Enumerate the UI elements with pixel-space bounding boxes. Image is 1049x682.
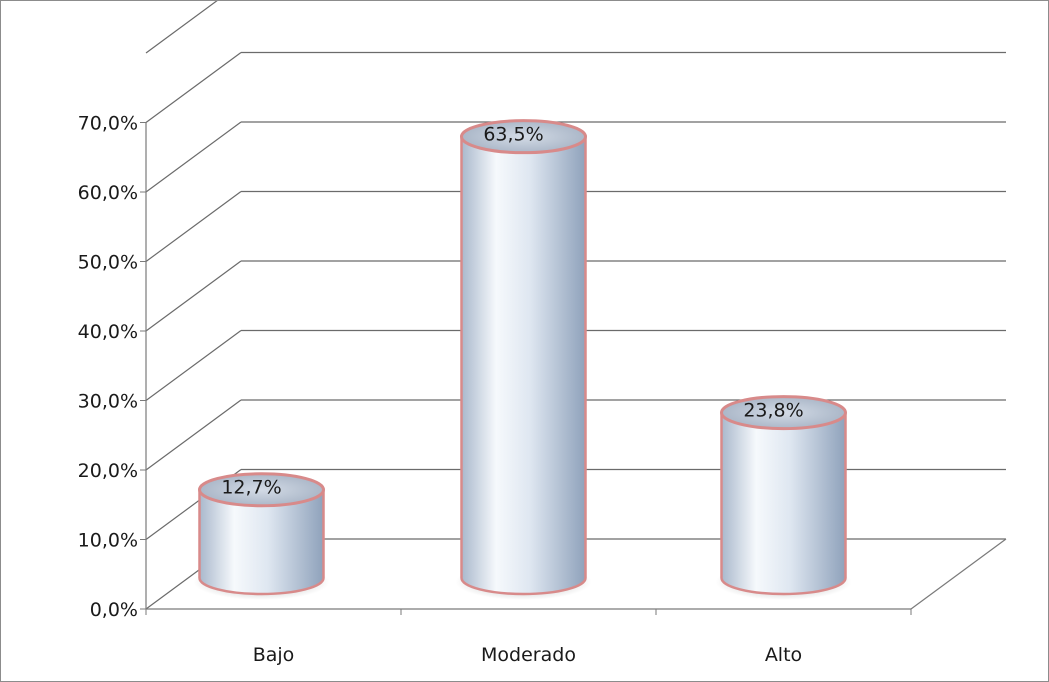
gridline-diagonal [145, 399, 242, 471]
bar-cylinder [715, 395, 852, 600]
axes [145, 122, 1007, 615]
y-tick-label: 30,0% [78, 391, 138, 413]
data-label: 63,5% [483, 124, 543, 146]
gridline-diagonal [145, 260, 242, 332]
x-axis-categories: Bajo Moderado Alto [253, 644, 802, 666]
bar-top [198, 472, 325, 508]
bar-cylinder [193, 472, 330, 600]
gridline-diagonal [145, 52, 242, 123]
y-tick-label: 0,0% [90, 599, 138, 621]
bar-top [460, 119, 587, 155]
y-tick-label: 20,0% [78, 460, 138, 482]
gridline-diagonal [145, 121, 242, 193]
gridline-diagonal [145, 191, 242, 262]
bar-body [460, 135, 587, 596]
y-tick-label: 60,0% [78, 182, 138, 204]
bar-body [198, 488, 325, 596]
bar-body [720, 411, 847, 596]
bar-cylinder [455, 119, 592, 600]
y-tick-label: 10,0% [78, 530, 138, 552]
floor-right-edge [910, 538, 1007, 610]
data-label: 23,8% [743, 400, 803, 422]
data-labels: 12,7% 63,5% 23,8% [221, 124, 803, 499]
y-tick-label: 40,0% [78, 321, 138, 343]
y-axis-ticks: 0,0% 10,0% 20,0% 30,0% 40,0% 50,0% 60,0% 70,0% [78, 113, 146, 621]
gridline-diagonal [145, 1, 218, 54]
gridline-diagonal [145, 330, 242, 401]
x-category-label: Moderado [481, 644, 576, 666]
y-tick-label: 70,0% [78, 113, 138, 135]
gridlines [145, 1, 1006, 610]
data-label: 12,7% [221, 477, 281, 499]
y-tick-label: 50,0% [78, 252, 138, 274]
bar-top [720, 395, 847, 431]
x-category-label: Bajo [253, 644, 295, 666]
bars [193, 119, 852, 600]
x-category-label: Alto [765, 644, 802, 666]
